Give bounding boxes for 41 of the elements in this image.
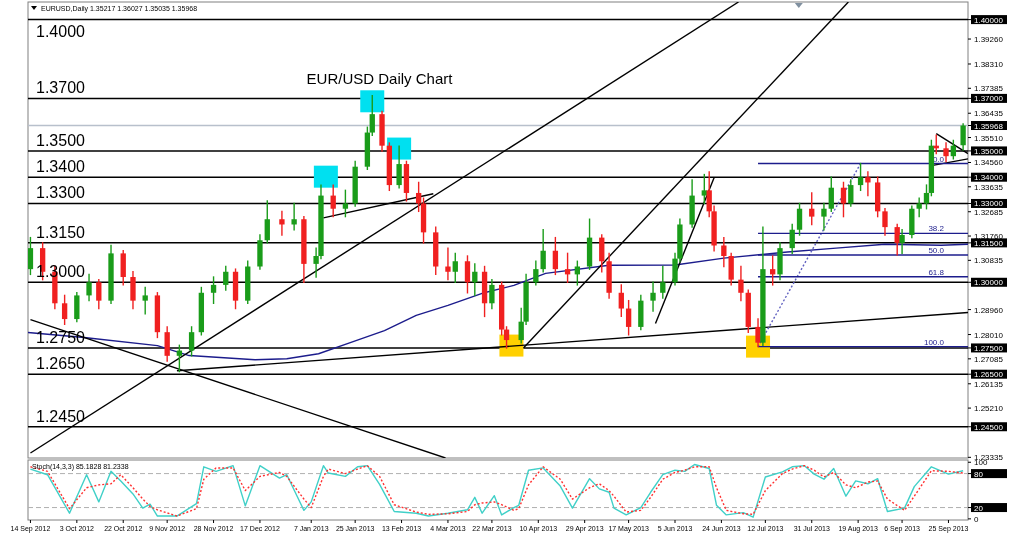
ref-line-label: 1.3400 — [36, 158, 86, 176]
y-tick-label: 1.28010 — [974, 330, 1004, 340]
ref-line-label: 1.2650 — [36, 355, 86, 373]
y-tick-label: 1.33635 — [974, 182, 1004, 192]
y-tick-label: 1.39260 — [974, 35, 1004, 45]
y-tick-label: 1.38310 — [974, 59, 1004, 69]
y-tick-label: 1.32685 — [974, 207, 1004, 217]
y-tick-label: 1.24500 — [974, 422, 1004, 432]
y-tick-label: 1.33000 — [974, 199, 1004, 209]
ref-line-label: 1.3700 — [36, 79, 86, 97]
y-tick-label: 20 — [974, 503, 984, 513]
y-tick-label: 1.35968 — [974, 121, 1004, 131]
y-tick-label: 80 — [974, 469, 984, 479]
y-tick-label: 1.36435 — [974, 109, 1004, 119]
y-tick-label: 1.27085 — [974, 354, 1004, 364]
y-tick-label: 1.28960 — [974, 305, 1004, 315]
y-tick-label: 1.31500 — [974, 238, 1004, 248]
y-tick-label: 1.34000 — [974, 173, 1004, 183]
y-tick-label: 1.40000 — [974, 15, 1004, 25]
series-label: 100.0 — [923, 337, 945, 347]
ref-line-label: 1.4000 — [36, 22, 86, 40]
ref-line-label: 1.3150 — [36, 223, 86, 241]
y-tick-label: 1.25210 — [974, 404, 1004, 414]
ref-line-label: 1.3500 — [36, 131, 86, 149]
series-label: 61.8 — [928, 267, 945, 277]
ref-line-label: 1.2450 — [36, 407, 86, 425]
text: EUR/USD Daily Chart — [306, 70, 454, 87]
y-tick-label: 0 — [974, 514, 979, 524]
y-tick-label: 1.30835 — [974, 256, 1004, 266]
y-tick-label: 1.35510 — [974, 133, 1004, 143]
ref-line-label: 1.3300 — [36, 184, 86, 202]
y-tick-label: 1.27500 — [974, 343, 1004, 353]
y-tick-label: 1.30000 — [974, 278, 1004, 288]
y-tick-label: 1.34560 — [974, 158, 1004, 168]
y-tick-label: 1.37000 — [974, 94, 1004, 104]
series-label: 50.0 — [928, 245, 945, 255]
y-tick-label: 1.35000 — [974, 146, 1004, 156]
y-tick-label: 1.37385 — [974, 84, 1004, 94]
y-tick-label: 1.26135 — [974, 379, 1004, 389]
series-label: 38.2 — [928, 224, 945, 234]
y-tick-label: 1.26500 — [974, 370, 1004, 380]
